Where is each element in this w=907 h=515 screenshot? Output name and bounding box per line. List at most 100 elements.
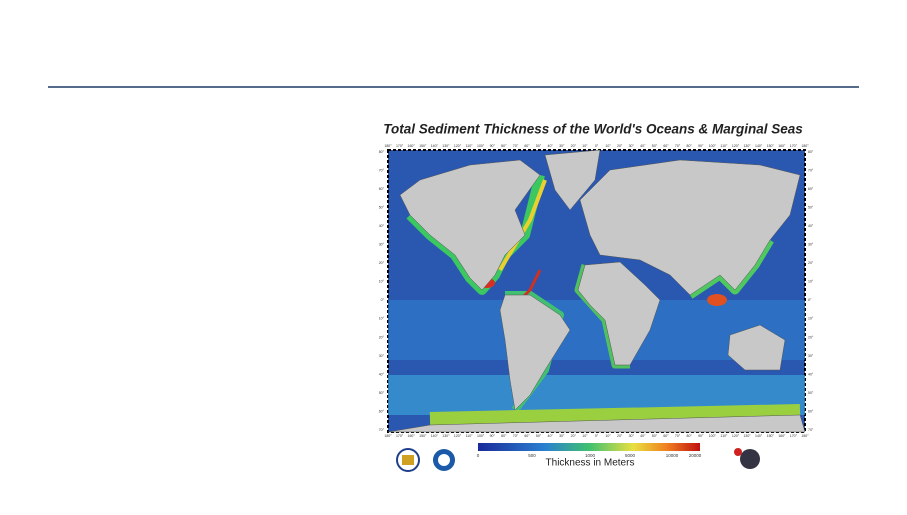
lat-label: 40° (808, 372, 814, 376)
colorbar-label: Thickness in Meters (546, 458, 635, 469)
lon-label: 0° (595, 434, 599, 438)
lon-label: 30° (629, 144, 635, 148)
lon-labels: 180°180°170°170°160°160°150°150°140°140°… (384, 144, 809, 438)
colorbar-tick-label: 1000 (585, 453, 596, 458)
lon-label: 40° (640, 144, 646, 148)
lon-label: 120° (732, 144, 740, 148)
lat-label: 70° (379, 428, 385, 432)
colorbar-tick-label: 0 (477, 453, 480, 458)
logo-inner (438, 454, 450, 466)
lon-label: 140° (431, 144, 439, 148)
lat-label: 60° (808, 187, 814, 191)
lon-label: 70° (513, 144, 519, 148)
lon-label: 100° (477, 144, 485, 148)
lat-label: 10° (808, 280, 814, 284)
map-title: Total Sediment Thickness of the World's … (383, 122, 803, 137)
lon-label: 100° (477, 434, 485, 438)
lat-label: 60° (808, 409, 814, 413)
lat-label: 70° (808, 428, 814, 432)
lon-label: 120° (454, 434, 462, 438)
lat-label: 10° (379, 280, 385, 284)
lon-label: 60° (524, 434, 530, 438)
lat-label: 0° (808, 298, 812, 302)
lon-label: 110° (720, 144, 728, 148)
lon-label: 120° (454, 144, 462, 148)
lon-label: 30° (629, 434, 635, 438)
lon-label: 10° (582, 144, 588, 148)
lat-label: 80° (808, 150, 814, 154)
lat-label: 40° (379, 224, 385, 228)
lon-label: 20° (617, 144, 623, 148)
lat-label: 60° (379, 409, 385, 413)
hotspot (707, 294, 727, 306)
lat-label: 60° (379, 187, 385, 191)
lon-label: 140° (431, 434, 439, 438)
lon-label: 50° (536, 144, 542, 148)
lon-label: 60° (663, 144, 669, 148)
lon-label: 160° (778, 144, 786, 148)
lat-label: 50° (808, 206, 814, 210)
lon-label: 20° (617, 434, 623, 438)
lon-label: 60° (524, 144, 530, 148)
lon-label: 0° (595, 144, 599, 148)
lon-label: 70° (675, 144, 681, 148)
lon-label: 160° (408, 434, 416, 438)
lon-label: 80° (501, 144, 507, 148)
lat-label: 70° (379, 168, 385, 172)
lat-label: 20° (379, 335, 385, 339)
lat-labels: 80° 80° 70° 70° 60° 60° 50° 50° 40° 40° 30° 30° 20° 2… (379, 150, 814, 432)
lon-label: 170° (790, 434, 798, 438)
lon-label: 180° (384, 434, 392, 438)
lat-label: 80° (379, 150, 385, 154)
lon-label: 170° (790, 144, 798, 148)
lon-label: 50° (652, 434, 658, 438)
lon-label: 120° (732, 434, 740, 438)
lon-label: 170° (396, 144, 404, 148)
lon-label: 40° (640, 434, 646, 438)
lon-label: 20° (571, 434, 577, 438)
lon-label: 130° (743, 434, 751, 438)
map-figure: Total Sediment Thickness of the World's … (370, 118, 816, 472)
lon-label: 130° (743, 144, 751, 148)
lon-label: 110° (466, 144, 474, 148)
lon-label: 60° (663, 434, 669, 438)
logo-inner (402, 455, 414, 465)
lon-label: 140° (755, 434, 763, 438)
lon-label: 80° (687, 434, 693, 438)
colorbar-ticks: 0 500 1000 5000 10000 20000 (477, 453, 702, 458)
lat-label: 30° (379, 243, 385, 247)
lat-label: 50° (808, 391, 814, 395)
lon-label: 180° (801, 434, 809, 438)
colorbar-tick-label: 500 (528, 453, 536, 458)
lon-label: 50° (652, 144, 658, 148)
globe-logo (740, 449, 760, 469)
continents (387, 149, 806, 433)
lon-label: 10° (605, 144, 611, 148)
lon-label: 180° (801, 144, 809, 148)
lon-label: 40° (548, 434, 554, 438)
lat-label: 20° (808, 335, 814, 339)
lon-label: 140° (755, 144, 763, 148)
lon-label: 150° (419, 144, 427, 148)
lat-label: 50° (379, 206, 385, 210)
lat-label: 40° (808, 224, 814, 228)
lon-label: 150° (767, 144, 775, 148)
lat-label: 30° (379, 354, 385, 358)
lon-label: 150° (419, 434, 427, 438)
lat-label: 0° (381, 298, 385, 302)
lon-label: 70° (675, 434, 681, 438)
lat-label: 40° (379, 372, 385, 376)
lon-label: 100° (709, 434, 717, 438)
lon-label: 80° (501, 434, 507, 438)
lon-label: 110° (720, 434, 728, 438)
lon-label: 100° (709, 144, 717, 148)
lat-label: 30° (808, 354, 814, 358)
lat-label: 10° (808, 317, 814, 321)
lon-label: 70° (513, 434, 519, 438)
lon-label: 110° (466, 434, 474, 438)
lon-label: 50° (536, 434, 542, 438)
lon-label: 160° (408, 144, 416, 148)
lon-label: 80° (687, 144, 693, 148)
lon-label: 20° (571, 144, 577, 148)
